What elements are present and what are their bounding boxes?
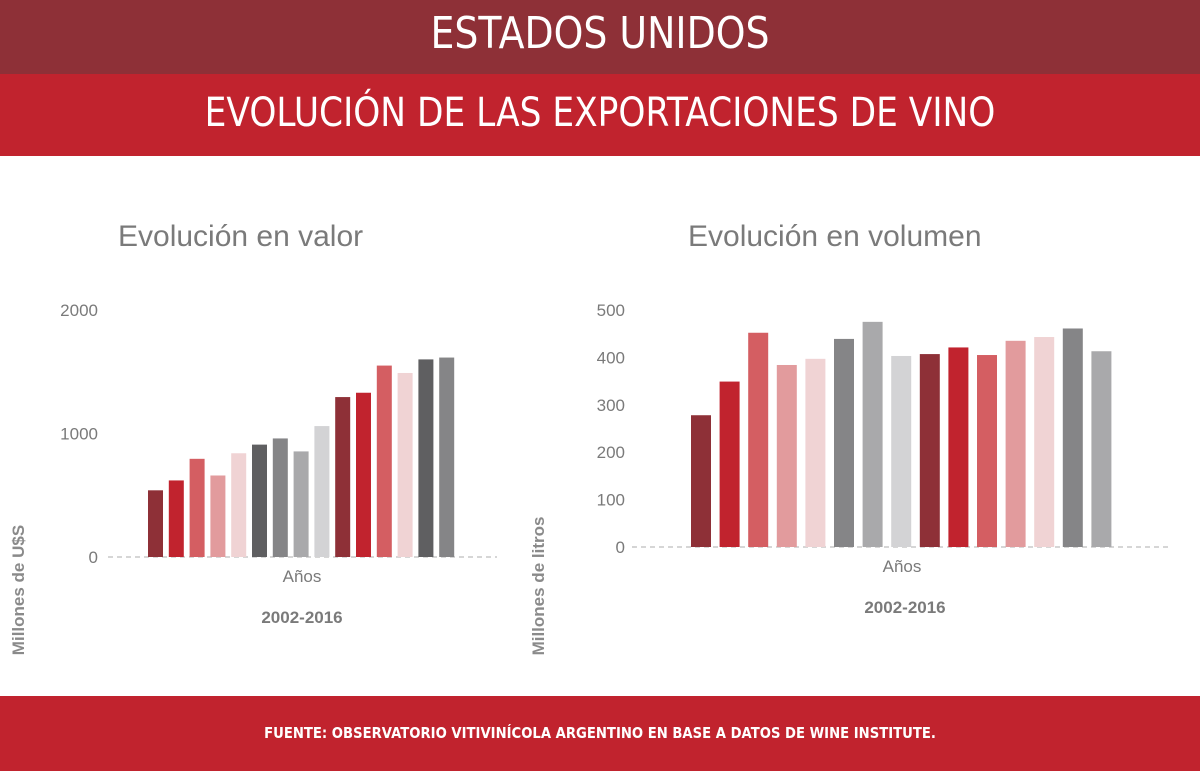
chart-volume-tick-label: 0 bbox=[616, 538, 625, 557]
chart-volume-tick-label: 200 bbox=[597, 443, 625, 462]
header-band-red bbox=[0, 74, 1200, 156]
chart-value-title: Evolución en valor bbox=[118, 220, 363, 253]
chart-volume-bar bbox=[891, 355, 912, 547]
chart-value-bar bbox=[356, 392, 371, 557]
chart-value-ylabel: Millones de U$S bbox=[9, 525, 28, 655]
chart-value-bar bbox=[168, 480, 184, 557]
chart-value-bar bbox=[272, 438, 288, 557]
chart-value-bar bbox=[439, 357, 455, 557]
chart-volume-bar bbox=[1062, 328, 1083, 547]
charts-area: Evolución en valor Millones de U$S 01000… bbox=[9, 220, 1172, 655]
chart-value-bar bbox=[231, 453, 247, 557]
chart-value-bar bbox=[397, 372, 413, 557]
chart-volume-bar bbox=[948, 347, 969, 547]
chart-volume-bar bbox=[862, 321, 883, 547]
chart-value-tick-label: 1000 bbox=[60, 425, 98, 444]
chart-volume-tick-label: 400 bbox=[597, 348, 625, 367]
chart-value-bar bbox=[210, 475, 226, 557]
chart-value: Evolución en valor Millones de U$S 0 1000… bbox=[9, 220, 497, 655]
source-note: FUENTE: OBSERVATORIO VITIVINÍCOLA ARGENT… bbox=[264, 724, 936, 742]
chart-value-tick-label: 2000 bbox=[60, 301, 98, 320]
header-band-dark bbox=[0, 0, 1200, 74]
chart-volume-tick-label: 500 bbox=[597, 301, 625, 320]
chart-volume-bar bbox=[1091, 351, 1112, 547]
chart-value-bar bbox=[252, 444, 267, 557]
chart-volume-tick-label: 100 bbox=[597, 491, 625, 510]
chart-value-bar bbox=[148, 490, 163, 557]
page-subtitle: EVOLUCIÓN DE LAS EXPORTACIONES DE VINO bbox=[204, 90, 996, 136]
chart-volume-tick-label: 300 bbox=[597, 396, 625, 415]
page-title: ESTADOS UNIDOS bbox=[430, 8, 770, 59]
chart-volume-period: 2002-2016 bbox=[864, 598, 945, 617]
chart-volume-bar bbox=[691, 415, 711, 547]
chart-volume-ylabel: Millones de litros bbox=[529, 517, 548, 656]
chart-value-bar bbox=[314, 426, 330, 557]
chart-volume-bar bbox=[805, 358, 826, 547]
chart-value-tick-label: 0 bbox=[89, 548, 98, 567]
footer-band bbox=[0, 696, 1200, 771]
chart-volume-xlabel: Años bbox=[883, 557, 922, 576]
chart-volume-bar bbox=[719, 381, 740, 547]
chart-volume-bar bbox=[977, 355, 997, 547]
chart-volume-title: Evolución en volumen bbox=[688, 220, 982, 253]
chart-value-bar bbox=[335, 397, 351, 557]
chart-value-xlabel: Años bbox=[283, 567, 322, 586]
chart-value-bar bbox=[189, 458, 205, 557]
chart-value-period: 2002-2016 bbox=[261, 608, 342, 627]
chart-volume-bar bbox=[776, 364, 797, 547]
chart-volume-bar bbox=[748, 332, 769, 547]
chart-volume-bar bbox=[1005, 340, 1026, 547]
chart-volume-bar bbox=[1034, 337, 1055, 547]
chart-value-bar bbox=[418, 359, 434, 557]
chart-volume-bar bbox=[834, 338, 854, 547]
chart-value-bar bbox=[293, 451, 309, 557]
chart-value-bar bbox=[376, 365, 392, 557]
chart-volume-bar bbox=[919, 354, 940, 547]
chart-volume: Evolución en volumen Millones de litros … bbox=[529, 220, 1172, 655]
